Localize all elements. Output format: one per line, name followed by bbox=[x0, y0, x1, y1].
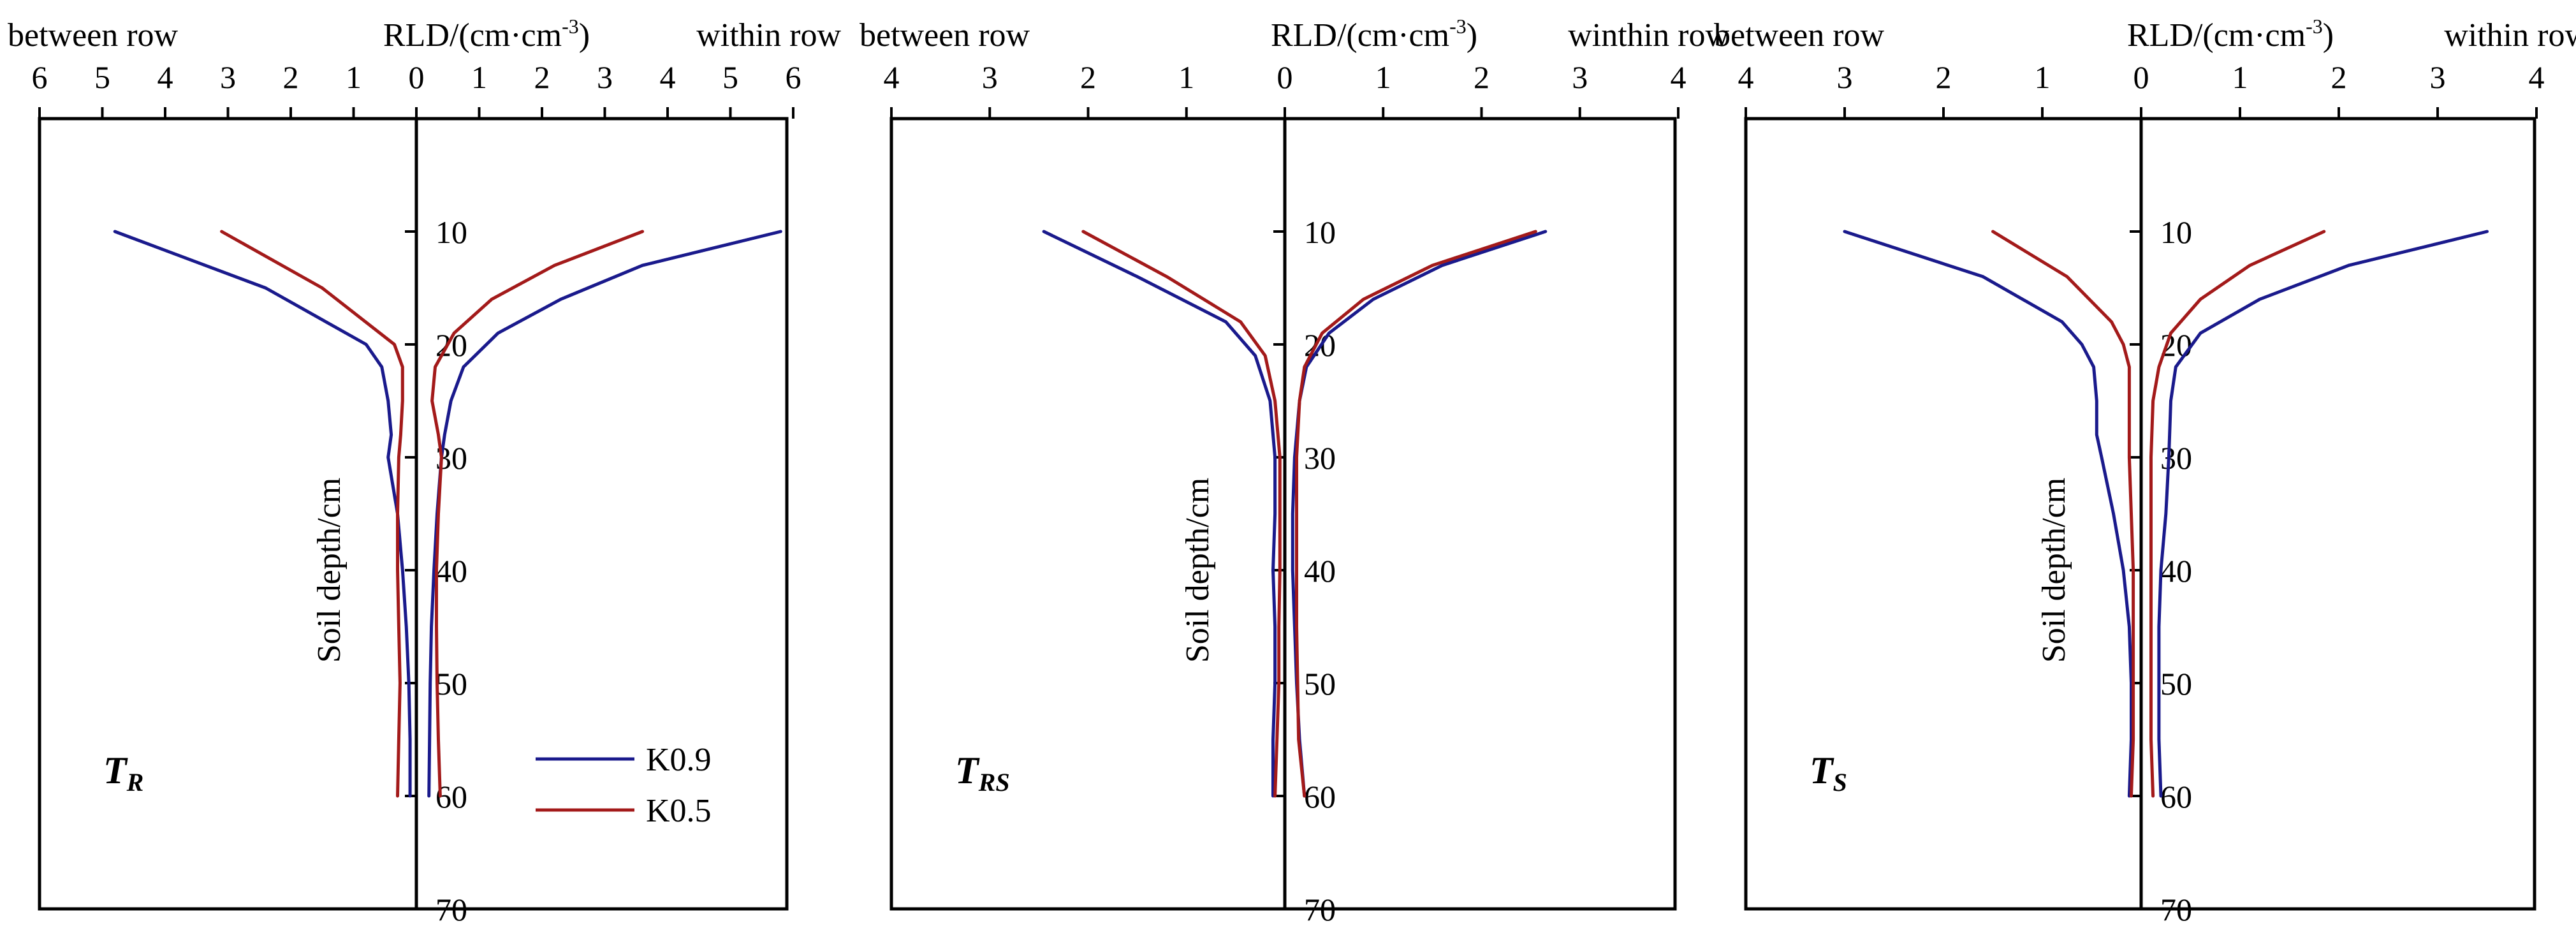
title-rld-end: ) bbox=[579, 17, 590, 54]
title-within-row: within row bbox=[2444, 17, 2576, 54]
y-axis-label: Soil depth/cm bbox=[311, 478, 348, 663]
panel-label-subscript: S bbox=[1833, 768, 1847, 797]
x-tick-label: 0 bbox=[1277, 59, 1293, 95]
x-tick-label: 6 bbox=[786, 59, 801, 95]
title-between-row: between row bbox=[8, 17, 179, 54]
series-line-K0-9-between bbox=[1843, 230, 2133, 798]
y-tick-label: 70 bbox=[435, 892, 467, 927]
panel-label-main: T bbox=[955, 749, 980, 792]
panel-label-subscript: R bbox=[126, 768, 144, 797]
x-tick-label: 5 bbox=[722, 59, 738, 95]
title-between-row: between row bbox=[860, 17, 1030, 54]
x-tick-label: 3 bbox=[220, 59, 236, 95]
panel-label-main: T bbox=[103, 749, 128, 792]
title-rld-main: RLD/(cm·cm bbox=[1271, 17, 1449, 54]
y-tick-label: 60 bbox=[1304, 779, 1336, 814]
y-axis-label: Soil depth/cm bbox=[1180, 478, 1216, 663]
x-tick-label: 4 bbox=[1738, 59, 1754, 95]
series-line-K0-5-between bbox=[220, 230, 404, 798]
series-line-K0-9-within bbox=[427, 230, 782, 798]
title-within-row: winthin row bbox=[1568, 17, 1729, 54]
series-line-K0-9-within bbox=[1291, 230, 1548, 798]
legend: K0.9 K0.5 bbox=[536, 742, 712, 829]
y-tick-label: 40 bbox=[2160, 553, 2192, 589]
panel-label: TR bbox=[103, 749, 143, 797]
x-tick-label: 2 bbox=[2331, 59, 2347, 95]
x-tick-label: 1 bbox=[471, 59, 487, 95]
x-tick-label: 6 bbox=[32, 59, 48, 95]
title-rld-end: ) bbox=[2323, 17, 2334, 54]
y-tick-label: 10 bbox=[1304, 214, 1336, 250]
x-tick-label: 2 bbox=[1080, 59, 1096, 95]
series-line-K0-5-within bbox=[430, 230, 645, 798]
x-tick-label: 4 bbox=[2529, 59, 2545, 95]
x-tick-label: 2 bbox=[1936, 59, 1952, 95]
title-rld-superscript: -3 bbox=[1449, 15, 1467, 38]
title-rld-end: ) bbox=[1467, 17, 1477, 54]
series-line-K0-9-between bbox=[113, 230, 412, 798]
y-tick-label: 50 bbox=[1304, 666, 1336, 702]
y-tick-label: 70 bbox=[2160, 892, 2192, 927]
x-tick-label: 3 bbox=[1572, 59, 1588, 95]
series-line-K0-5-within bbox=[2149, 230, 2326, 798]
title-within-row: within row bbox=[696, 17, 841, 54]
series-line-K0-5-between bbox=[1081, 230, 1282, 798]
x-tick-label: 0 bbox=[409, 59, 425, 95]
y-tick-label: 30 bbox=[2160, 440, 2192, 476]
x-tick-label: 2 bbox=[1474, 59, 1489, 95]
title-rld-main: RLD/(cm·cm bbox=[383, 17, 562, 54]
y-tick-label: 70 bbox=[1304, 892, 1336, 927]
y-tick-label: 60 bbox=[2160, 779, 2192, 814]
panel-label-main: T bbox=[1810, 749, 1834, 792]
x-tick-label: 4 bbox=[660, 59, 676, 95]
series-line-K0-5-between bbox=[1991, 230, 2135, 798]
legend-label: K0.5 bbox=[646, 793, 712, 829]
x-tick-label: 1 bbox=[1375, 59, 1391, 95]
x-tick-label: 3 bbox=[1837, 59, 1853, 95]
panel-label-subscript: RS bbox=[978, 768, 1010, 797]
x-tick-label: 1 bbox=[1178, 59, 1194, 95]
series-line-K0-9-between bbox=[1042, 230, 1277, 798]
x-tick-label: 1 bbox=[2232, 59, 2248, 95]
y-tick-label: 10 bbox=[435, 214, 467, 250]
y-tick-label: 40 bbox=[435, 553, 467, 589]
title-rld-superscript: -3 bbox=[562, 15, 579, 38]
panel-label: TS bbox=[1810, 749, 1847, 797]
plot-frame bbox=[38, 117, 789, 911]
x-tick-label: 2 bbox=[283, 59, 299, 95]
x-tick-label: 4 bbox=[884, 59, 900, 95]
x-tick-label: 0 bbox=[2133, 59, 2149, 95]
y-tick-label: 50 bbox=[435, 666, 467, 702]
series-line-K0-5-within bbox=[1295, 230, 1537, 798]
y-tick-label: 30 bbox=[1304, 440, 1336, 476]
y-tick-label: 50 bbox=[2160, 666, 2192, 702]
series-line-K0-9-within bbox=[2157, 230, 2489, 798]
legend-label: K0.9 bbox=[646, 742, 712, 778]
x-tick-label: 1 bbox=[346, 59, 362, 95]
x-tick-label: 2 bbox=[534, 59, 550, 95]
title-rld-main: RLD/(cm·cm bbox=[2127, 17, 2306, 54]
title-rld: RLD/(cm·cm-3) bbox=[383, 15, 590, 54]
panel-label: TRS bbox=[955, 749, 1010, 797]
title-rld: RLD/(cm·cm-3) bbox=[2127, 15, 2334, 54]
y-axis-label: Soil depth/cm bbox=[2036, 478, 2072, 663]
x-tick-label: 5 bbox=[94, 59, 110, 95]
x-tick-label: 3 bbox=[2430, 59, 2446, 95]
x-tick-label: 4 bbox=[1671, 59, 1687, 95]
title-rld: RLD/(cm·cm-3) bbox=[1271, 15, 1477, 54]
x-tick-label: 3 bbox=[982, 59, 998, 95]
y-tick-label: 40 bbox=[1304, 553, 1336, 589]
x-tick-label: 3 bbox=[597, 59, 613, 95]
x-tick-label: 4 bbox=[157, 59, 173, 95]
x-tick-label: 1 bbox=[2035, 59, 2051, 95]
title-between-row: between row bbox=[1714, 17, 1885, 54]
title-rld-superscript: -3 bbox=[2306, 15, 2323, 38]
y-tick-label: 10 bbox=[2160, 214, 2192, 250]
